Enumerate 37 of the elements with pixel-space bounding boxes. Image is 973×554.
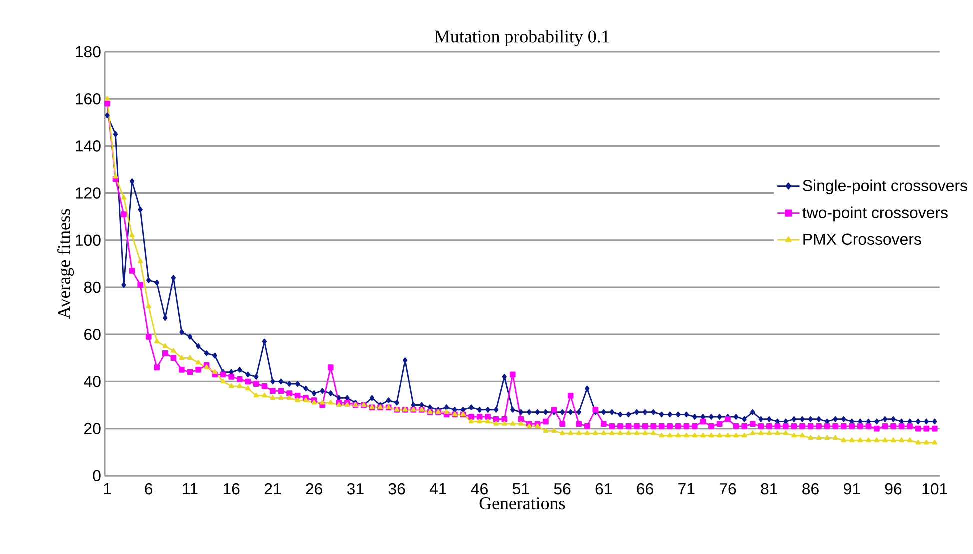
legend-label: two-point crossovers	[802, 206, 948, 222]
y-tick-label: 60	[84, 329, 101, 340]
y-tick-label: 100	[76, 234, 101, 246]
y-tick-label: 0	[93, 470, 101, 482]
x-tick-label: 6	[145, 483, 153, 495]
x-tick-label: 86	[802, 483, 819, 495]
x-tick-label: 61	[596, 483, 612, 495]
x-tick-label: 56	[554, 483, 571, 495]
y-axis-title: Average fitness	[58, 209, 74, 320]
x-tick-label: 81	[761, 483, 778, 495]
x-tick-label: 11	[183, 483, 198, 494]
x-tick-label: 71	[678, 483, 695, 494]
x-tick-label: 36	[388, 483, 406, 495]
x-tick-label: 41	[430, 483, 446, 494]
x-tick-label: 76	[720, 483, 736, 495]
x-axis-title: Generations	[480, 498, 566, 510]
x-tick-label: 96	[885, 483, 902, 495]
legend-label: PMX Crossovers	[804, 234, 922, 246]
x-tick-label: 31	[347, 483, 364, 495]
x-tick-label: 21	[264, 483, 282, 495]
x-tick-label: 26	[306, 483, 322, 495]
y-tick-label: 80	[84, 282, 101, 294]
x-tick-label: 1	[104, 483, 112, 494]
x-tick-label: 46	[471, 483, 488, 495]
x-tick-label: 16	[224, 483, 240, 495]
y-tick-label: 40	[84, 376, 101, 388]
x-tick-label: 91	[844, 483, 860, 495]
chart-title: Mutation probability 0.1	[435, 30, 610, 47]
x-tick-label: 51	[512, 483, 530, 495]
legend-label: Single-point crossovers	[803, 180, 968, 195]
y-tick-label: 180	[76, 46, 101, 58]
y-tick-label: 120	[76, 188, 101, 199]
y-tick-label: 140	[76, 140, 101, 152]
x-tick-label: 66	[637, 483, 654, 495]
y-tick-label: 20	[84, 423, 101, 434]
y-tick-label: 160	[76, 93, 101, 105]
x-tick-label: 101	[922, 483, 948, 495]
